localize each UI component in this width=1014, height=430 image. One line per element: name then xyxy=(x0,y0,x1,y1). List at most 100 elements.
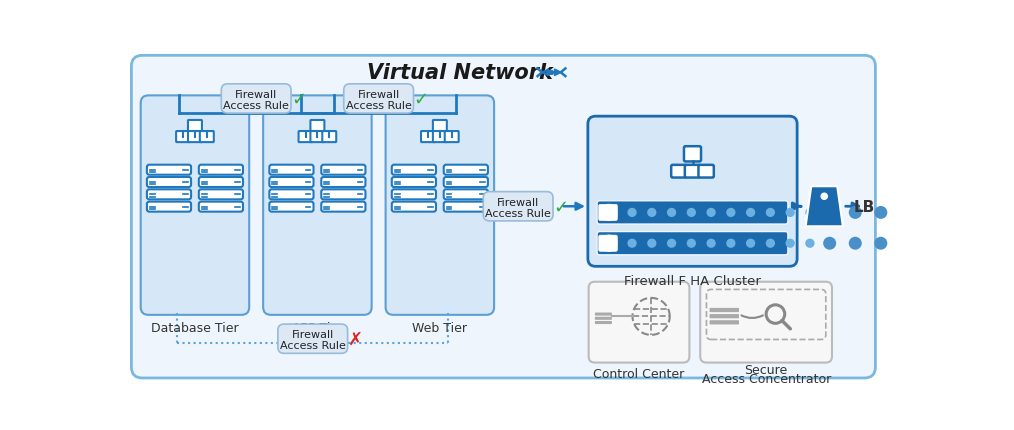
FancyBboxPatch shape xyxy=(188,121,202,132)
FancyBboxPatch shape xyxy=(264,96,372,315)
FancyBboxPatch shape xyxy=(221,85,291,114)
FancyBboxPatch shape xyxy=(391,190,436,200)
FancyBboxPatch shape xyxy=(298,132,312,143)
Text: LB: LB xyxy=(854,199,875,214)
FancyBboxPatch shape xyxy=(595,313,611,316)
Circle shape xyxy=(805,208,814,218)
Text: Access Rule: Access Rule xyxy=(485,208,551,218)
Text: Access Concentrator: Access Concentrator xyxy=(702,372,830,385)
FancyBboxPatch shape xyxy=(444,178,488,187)
FancyBboxPatch shape xyxy=(321,190,365,200)
FancyBboxPatch shape xyxy=(433,132,447,143)
FancyBboxPatch shape xyxy=(321,202,365,212)
FancyBboxPatch shape xyxy=(270,165,313,175)
Text: Firewall: Firewall xyxy=(358,90,400,100)
FancyBboxPatch shape xyxy=(199,190,243,200)
Circle shape xyxy=(600,205,617,221)
Text: Firewall: Firewall xyxy=(292,329,334,340)
Circle shape xyxy=(746,239,755,248)
Text: Access Rule: Access Rule xyxy=(280,341,346,350)
FancyBboxPatch shape xyxy=(147,178,191,187)
Circle shape xyxy=(805,239,814,248)
FancyBboxPatch shape xyxy=(199,202,243,212)
Circle shape xyxy=(821,194,827,200)
FancyBboxPatch shape xyxy=(270,178,313,187)
Text: APP Tier: APP Tier xyxy=(292,321,343,334)
Text: Database Tier: Database Tier xyxy=(151,321,238,334)
FancyBboxPatch shape xyxy=(597,201,788,224)
Circle shape xyxy=(628,239,637,248)
Circle shape xyxy=(667,208,676,218)
Circle shape xyxy=(726,239,735,248)
FancyBboxPatch shape xyxy=(671,166,686,178)
Circle shape xyxy=(726,208,735,218)
Circle shape xyxy=(686,208,696,218)
FancyBboxPatch shape xyxy=(391,165,436,175)
Text: Secure: Secure xyxy=(744,363,788,376)
FancyBboxPatch shape xyxy=(595,321,611,324)
Circle shape xyxy=(647,239,656,248)
Circle shape xyxy=(766,208,775,218)
FancyBboxPatch shape xyxy=(270,202,313,212)
Circle shape xyxy=(786,239,795,248)
FancyBboxPatch shape xyxy=(188,132,202,143)
FancyBboxPatch shape xyxy=(445,132,458,143)
Text: Access Rule: Access Rule xyxy=(223,101,289,111)
Text: ✓: ✓ xyxy=(291,90,306,108)
FancyBboxPatch shape xyxy=(278,324,348,353)
FancyBboxPatch shape xyxy=(589,282,690,363)
Text: Firewall F HA Cluster: Firewall F HA Cluster xyxy=(624,274,760,287)
FancyBboxPatch shape xyxy=(176,132,190,143)
Circle shape xyxy=(707,208,716,218)
Circle shape xyxy=(707,239,716,248)
FancyBboxPatch shape xyxy=(147,190,191,200)
FancyBboxPatch shape xyxy=(595,317,611,320)
Text: Virtual Network: Virtual Network xyxy=(367,63,553,83)
Text: Firewall: Firewall xyxy=(497,197,539,207)
Polygon shape xyxy=(806,187,843,227)
Circle shape xyxy=(823,206,837,219)
FancyBboxPatch shape xyxy=(597,232,788,255)
FancyBboxPatch shape xyxy=(391,178,436,187)
Text: Control Center: Control Center xyxy=(593,367,684,380)
FancyBboxPatch shape xyxy=(701,282,832,363)
Circle shape xyxy=(766,239,775,248)
FancyBboxPatch shape xyxy=(391,202,436,212)
FancyBboxPatch shape xyxy=(322,132,337,143)
Text: Access Rule: Access Rule xyxy=(346,101,412,111)
FancyBboxPatch shape xyxy=(132,56,875,378)
FancyBboxPatch shape xyxy=(199,165,243,175)
Text: ✓: ✓ xyxy=(554,198,568,216)
Circle shape xyxy=(600,236,617,252)
Circle shape xyxy=(746,208,755,218)
FancyBboxPatch shape xyxy=(684,166,701,178)
FancyBboxPatch shape xyxy=(444,165,488,175)
FancyBboxPatch shape xyxy=(199,178,243,187)
Circle shape xyxy=(647,208,656,218)
FancyBboxPatch shape xyxy=(710,308,739,313)
Text: Firewall: Firewall xyxy=(235,90,277,100)
FancyBboxPatch shape xyxy=(598,236,618,252)
Circle shape xyxy=(849,206,862,219)
FancyBboxPatch shape xyxy=(141,96,249,315)
FancyBboxPatch shape xyxy=(684,147,701,162)
FancyBboxPatch shape xyxy=(147,202,191,212)
FancyBboxPatch shape xyxy=(710,314,739,319)
Circle shape xyxy=(874,237,887,250)
Circle shape xyxy=(667,239,676,248)
Circle shape xyxy=(849,237,862,250)
FancyBboxPatch shape xyxy=(344,85,414,114)
FancyBboxPatch shape xyxy=(321,165,365,175)
FancyBboxPatch shape xyxy=(444,190,488,200)
FancyBboxPatch shape xyxy=(147,165,191,175)
FancyBboxPatch shape xyxy=(310,132,324,143)
Circle shape xyxy=(686,239,696,248)
FancyBboxPatch shape xyxy=(270,190,313,200)
FancyBboxPatch shape xyxy=(710,320,739,325)
FancyBboxPatch shape xyxy=(433,121,447,132)
Circle shape xyxy=(786,208,795,218)
Circle shape xyxy=(874,206,887,219)
FancyBboxPatch shape xyxy=(484,192,553,221)
FancyBboxPatch shape xyxy=(310,121,324,132)
FancyBboxPatch shape xyxy=(598,205,618,221)
